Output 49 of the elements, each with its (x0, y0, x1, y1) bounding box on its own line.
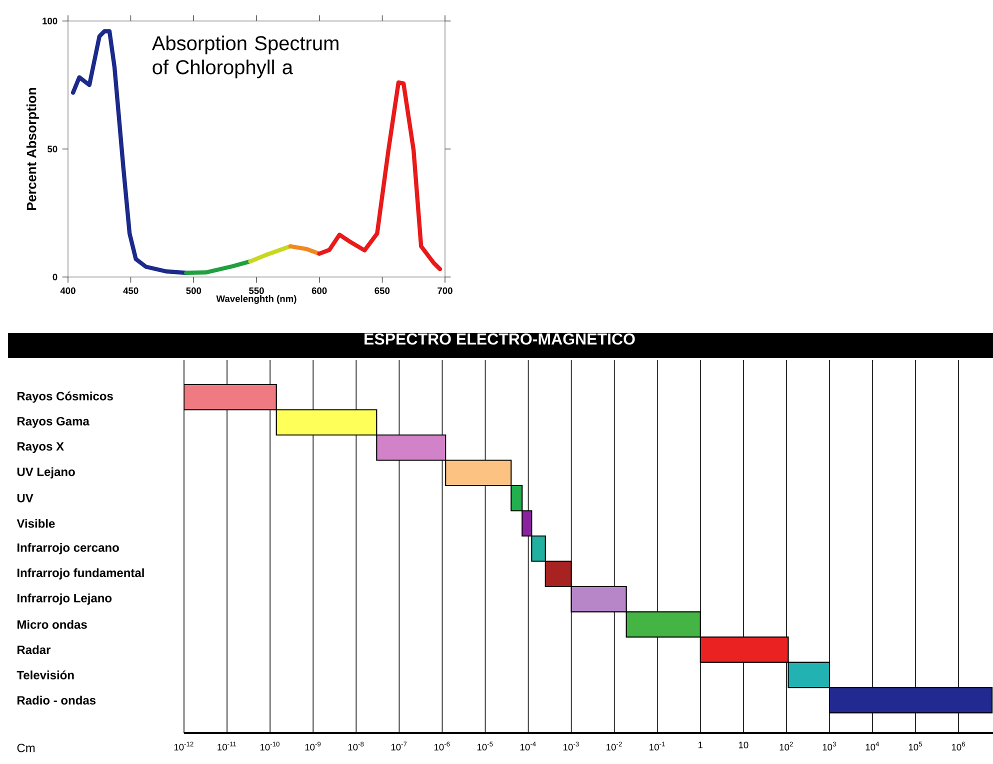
y-tick-label: 50 (48, 146, 58, 152)
x-tick-label: 10$^{-7}$ (391, 742, 407, 750)
x-tick-label: 450 (123, 287, 138, 294)
x-axis-title: Cm (17, 744, 35, 752)
y-tick-label: Rayos X (18, 442, 64, 454)
y-tick-label: Televisión (16, 670, 74, 680)
x-tick-label: 10$^{-9}$ (305, 742, 321, 750)
y-tick-label: Infrarrojo cercano (18, 543, 119, 554)
x-tick-label: 10$^{-6}$ (434, 742, 450, 750)
x-tick-label: 10$^{-11}$ (218, 742, 236, 750)
y-tick-label: Infrarrojo fundamental (18, 568, 144, 580)
x-tick-label: 1 (698, 742, 703, 748)
y-tick-label: Radar (18, 645, 51, 654)
y-tick-label: Radio - ondas (18, 696, 96, 705)
y-tick-label: 100 (42, 18, 58, 24)
y-tick-label: Rayos Gama (18, 416, 90, 428)
y-tick-label: Infrarrojo Lejano (18, 594, 112, 605)
x-tick-label: 10$^{6}$ (952, 742, 966, 750)
x-tick-label: 650 (374, 287, 390, 294)
y-axis-title: Percent Absorption (26, 88, 39, 210)
x-axis-title: Wavelenghth (nm) (216, 295, 296, 304)
x-tick-label: 10$^{4}$ (866, 742, 880, 750)
x-tick-label: 10$^{-8}$ (348, 742, 364, 750)
x-tick-label: 10$^{5}$ (908, 742, 922, 750)
x-tick-label: 500 (186, 287, 202, 294)
line-series (184, 259, 252, 276)
x-tick-label: 10$^{-4}$ (520, 742, 536, 750)
chart-title: ESPECTRO ELECTRO-MAGNÉTICO (364, 330, 635, 345)
line-series (317, 80, 442, 272)
x-tick-label: 700 (438, 287, 452, 294)
x-tick-label: 10$^{2}$ (780, 742, 793, 750)
x-tick-label: 600 (312, 287, 327, 294)
y-tick-label: Micro ondas (18, 620, 87, 629)
x-tick-label: 550 (249, 287, 264, 294)
y-tick-label: UV (17, 494, 34, 502)
x-tick-label: 10$^{-2}$ (606, 742, 622, 750)
y-tick-label: Visible (16, 518, 55, 528)
y-tick-label: 0 (52, 274, 58, 280)
x-tick-label: 10$^{-5}$ (477, 742, 493, 750)
y-tick-label: UV Lejano (17, 467, 75, 478)
x-tick-label: 10$^{-1}$ (650, 742, 665, 750)
x-tick-label: 10$^{-10}$ (260, 742, 280, 750)
x-tick-label: 10$^{-3}$ (564, 742, 579, 750)
text: Absorption Spectrum of Chlorophyll a (152, 36, 338, 78)
y-tick-label: Rayos Cósmicos (18, 391, 113, 403)
x-tick-label: 10$^{-12}$ (174, 742, 194, 750)
x-tick-label: 10 (738, 742, 748, 748)
x-tick-label: 400 (60, 287, 76, 294)
x-tick-label: 10$^{3}$ (822, 742, 836, 750)
